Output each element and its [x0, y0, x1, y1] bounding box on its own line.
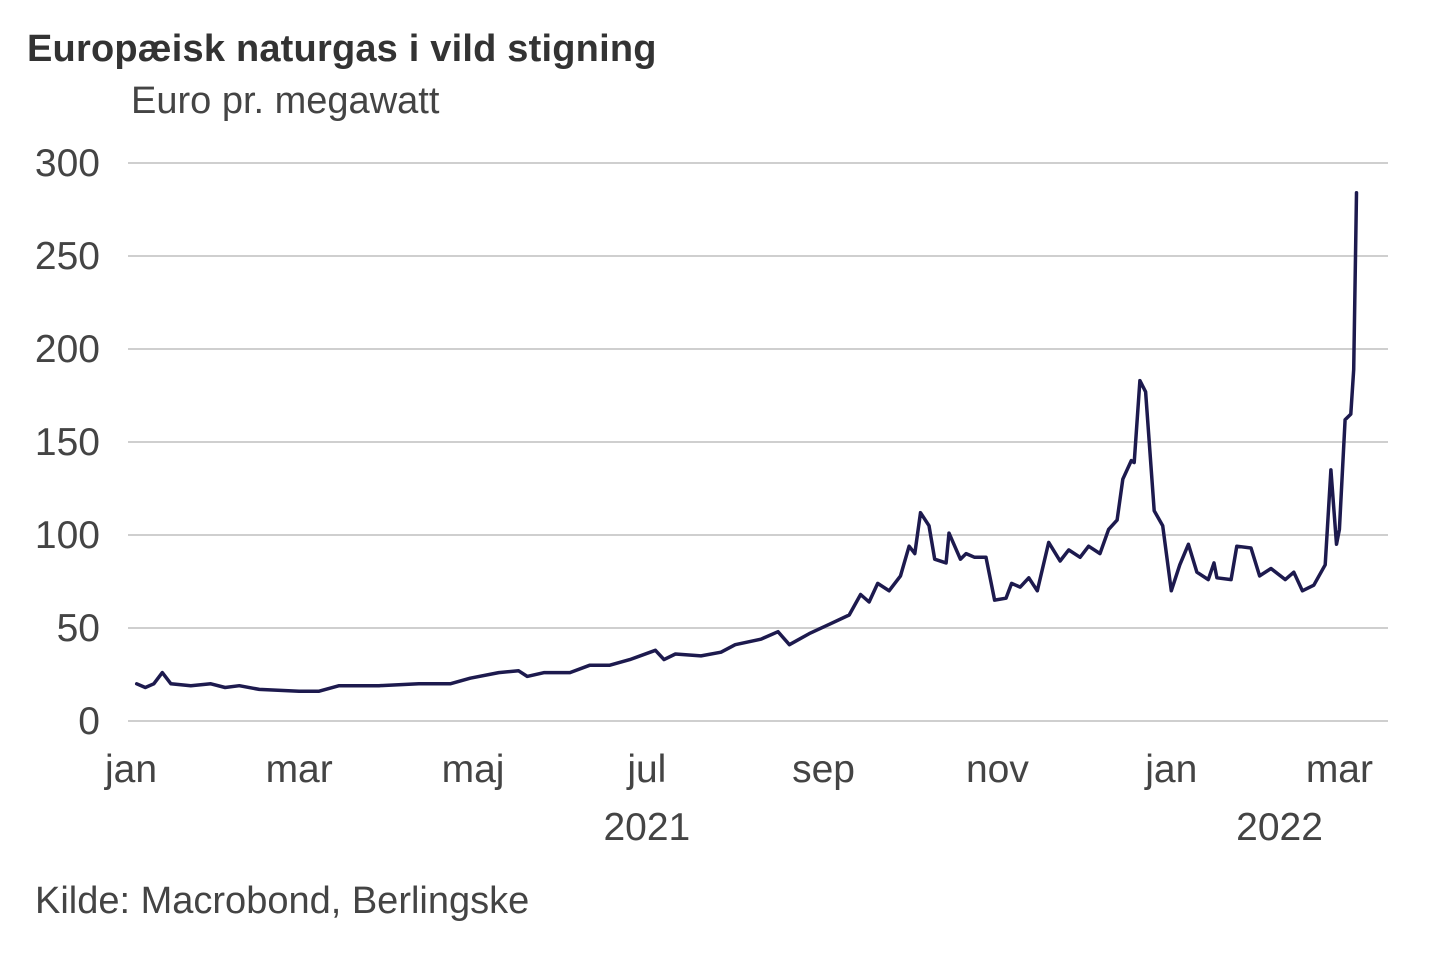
year-label: 2022 [1236, 806, 1323, 849]
x-tick-label: jan [104, 748, 157, 791]
y-tick-label: 0 [78, 700, 100, 743]
chart-title: Europæisk naturgas i vild stigning [27, 28, 657, 70]
y-tick-label: 150 [35, 421, 100, 464]
x-tick-label: sep [792, 748, 855, 791]
source-note: Kilde: Macrobond, Berlingske [35, 880, 530, 922]
y-tick-label: 250 [35, 235, 100, 278]
x-tick-label: nov [966, 748, 1029, 791]
y-tick-label: 200 [35, 328, 100, 371]
y-tick-label: 300 [35, 142, 100, 185]
y-tick-label: 50 [57, 607, 100, 650]
year-label: 2021 [603, 806, 690, 849]
y-tick-label: 100 [35, 514, 100, 557]
chart-subtitle: Euro pr. megawatt [131, 80, 440, 122]
x-tick-label: mar [1306, 748, 1373, 791]
x-tick-label: jul [626, 748, 666, 791]
x-tick-label: maj [442, 748, 505, 791]
x-tick-label: mar [266, 748, 333, 791]
series-line [134, 191, 1359, 693]
x-tick-label: jan [1144, 748, 1197, 791]
